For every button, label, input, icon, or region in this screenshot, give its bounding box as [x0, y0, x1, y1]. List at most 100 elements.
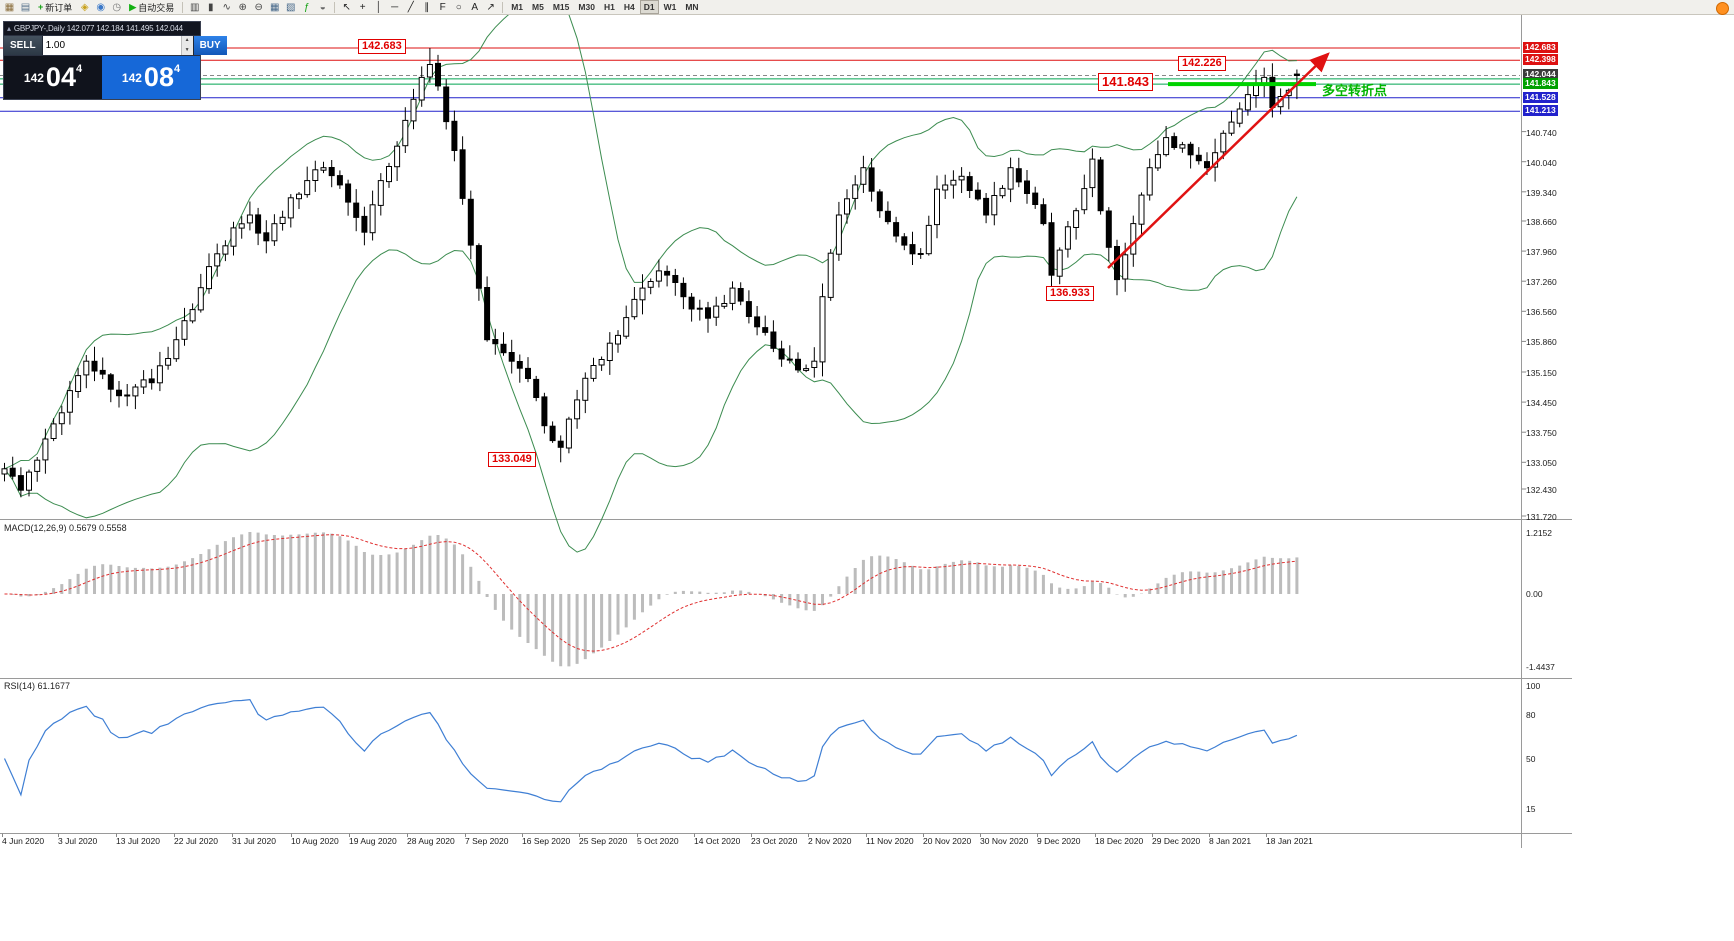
annotation-142.683[interactable]: 142.683: [358, 39, 406, 54]
indicators-icon[interactable]: ƒ: [303, 1, 310, 13]
annotation-142.226[interactable]: 142.226: [1178, 56, 1226, 71]
price-axis-label: 136.560: [1526, 307, 1557, 318]
date-label: 14 Oct 2020: [694, 836, 741, 846]
annotation-141.843[interactable]: 141.843: [1098, 73, 1153, 91]
price-axis-label: 131.720: [1526, 512, 1557, 522]
timeframe-m5[interactable]: M5: [532, 2, 544, 12]
bar-chart-icon[interactable]: ▥: [189, 1, 200, 13]
date-label: 7 Sep 2020: [465, 836, 509, 846]
annotation-136.933[interactable]: 136.933: [1046, 286, 1094, 301]
text-icon[interactable]: A: [471, 1, 479, 13]
horizontal-line-icon[interactable]: ─: [391, 1, 399, 13]
date-label: 23 Oct 2020: [751, 836, 798, 846]
chart-title: GBPJPY-,Daily 142.077 142.184 141.495 14…: [13, 24, 183, 33]
buy-price-point: 4: [173, 63, 181, 75]
price-tag-141.528: 141.528: [1523, 91, 1558, 103]
channel-icon[interactable]: ∥: [424, 1, 430, 13]
annotation-多空转折点[interactable]: 多空转折点: [1322, 83, 1388, 98]
price-axis-label: 137.260: [1526, 277, 1557, 288]
price-tag-141.843: 141.843: [1523, 78, 1558, 90]
oneclick-collapse-toggle[interactable]: ▴: [7, 24, 11, 33]
timeframe-m1[interactable]: M1: [511, 2, 524, 12]
price-axis-label: 140.740: [1526, 127, 1557, 138]
line-chart-icon[interactable]: ∿: [222, 1, 231, 13]
date-label: 29 Dec 2020: [1152, 836, 1201, 846]
trendline-icon[interactable]: ╱: [407, 1, 414, 13]
macd-axis-label: 1.2152: [1526, 527, 1552, 538]
zoom-in-icon[interactable]: ⊕: [238, 1, 247, 13]
vertical-line-icon[interactable]: │: [375, 1, 382, 13]
buy-price-prefix: 142: [121, 70, 142, 85]
shapes-icon[interactable]: ○: [455, 1, 462, 13]
date-label: 3 Jul 2020: [58, 836, 98, 846]
toolbar: ▦ ▤ + 新订单 ◈ ◉ ◷ ▶ 自动交易 ▥ ▮ ∿ ⊕ ⊖ ▦ ▧ ƒ ◒ ↖ + │ ─ ╱ ∥ F ○ A ↗ M1 M5 M15…: [0, 0, 1734, 15]
timeframe-mn[interactable]: MN: [685, 2, 699, 12]
price-axis-label: 135.150: [1526, 367, 1557, 378]
buy-button[interactable]: BUY: [192, 36, 227, 55]
price-axis-label: 140.040: [1526, 157, 1557, 168]
timeframe-h4[interactable]: H4: [623, 2, 635, 12]
date-label: 18 Dec 2020: [1095, 836, 1144, 846]
volume-input[interactable]: [42, 36, 181, 55]
volume-up-arrow[interactable]: ▲: [181, 36, 193, 46]
price-axis-label: 133.050: [1526, 458, 1557, 469]
date-label: 2 Nov 2020: [808, 836, 852, 846]
cascade-windows-icon[interactable]: ▧: [285, 1, 296, 13]
toolbar-separator: [502, 1, 504, 13]
price-tag-141.213: 141.213: [1523, 105, 1558, 117]
macd-axis-label: 0.00: [1526, 589, 1543, 599]
trend-arrow[interactable]: [1107, 52, 1330, 269]
zoom-out-icon[interactable]: ⊖: [254, 1, 263, 13]
crosshair-icon[interactable]: +: [359, 1, 366, 13]
market-watch-icon[interactable]: ◈: [80, 1, 89, 13]
timeframe-m30[interactable]: M30: [578, 2, 595, 12]
date-label: 31 Jul 2020: [232, 836, 276, 846]
arrows-icon[interactable]: ↗: [486, 1, 495, 13]
candles: [1, 48, 1300, 498]
sell-price-point: 4: [75, 63, 83, 75]
volume-down-arrow[interactable]: ▼: [181, 45, 193, 55]
new-order-button[interactable]: + 新订单: [38, 2, 73, 13]
buy-price[interactable]: 142 08 4: [102, 56, 200, 99]
macd-axis-label: -1.4437: [1526, 661, 1555, 672]
timeframe-d1[interactable]: D1: [639, 0, 659, 14]
sell-button[interactable]: SELL: [4, 36, 43, 55]
fibonacci-icon[interactable]: F: [439, 1, 446, 13]
date-label: 20 Nov 2020: [923, 836, 972, 846]
date-label: 4 Jun 2020: [2, 836, 45, 846]
sell-price-prefix: 142: [23, 70, 44, 85]
price-chart: [0, 0, 1572, 848]
chart-profiles-icon[interactable]: ▤: [20, 1, 31, 13]
rsi-line: [3, 698, 1298, 803]
timeframe-w1[interactable]: W1: [663, 2, 677, 12]
new-chart-icon[interactable]: ▦: [4, 1, 15, 13]
date-label: 22 Jul 2020: [174, 836, 218, 846]
volume-stepper: ▲ ▼: [180, 36, 193, 55]
timeframe-m15[interactable]: M15: [552, 2, 570, 12]
sell-price[interactable]: 142 04 4: [4, 56, 102, 99]
tile-windows-icon[interactable]: ▦: [269, 1, 280, 13]
autotrading-button[interactable]: ▶ 自动交易: [129, 1, 175, 13]
toolbar-separator: [182, 1, 184, 13]
navigator-icon[interactable]: ◉: [96, 1, 106, 13]
periods-icon[interactable]: ◒: [319, 1, 326, 13]
timeframe-h1[interactable]: H1: [603, 2, 615, 12]
notifications-icon[interactable]: [1716, 2, 1729, 15]
annotation-133.049[interactable]: 133.049: [488, 452, 536, 467]
one-click-trading-panel: ▴ GBPJPY-,Daily 142.077 142.184 141.495 …: [3, 21, 227, 100]
date-label: 19 Aug 2020: [349, 836, 397, 846]
date-label: 13 Jul 2020: [116, 836, 160, 846]
pane-separators[interactable]: [0, 15, 1572, 848]
price-axis-label: 139.340: [1526, 187, 1557, 198]
macd-indicator-label: MACD(12,26,9) 0.5679 0.5558: [4, 523, 127, 533]
cursor-icon[interactable]: ↖: [342, 1, 351, 13]
sell-price-pips: 04: [45, 62, 76, 92]
rsi-axis-label: 100: [1526, 681, 1541, 691]
macd-signal-line: [4, 534, 1297, 652]
price-axis-label: 133.750: [1526, 428, 1557, 439]
support-zone-segment[interactable]: [1168, 82, 1316, 87]
macd-histogram: [11, 532, 1299, 667]
rsi-indicator-label: RSI(14) 61.1677: [4, 681, 71, 691]
history-center-icon[interactable]: ◷: [112, 1, 122, 13]
candlestick-chart-icon[interactable]: ▮: [207, 1, 214, 13]
